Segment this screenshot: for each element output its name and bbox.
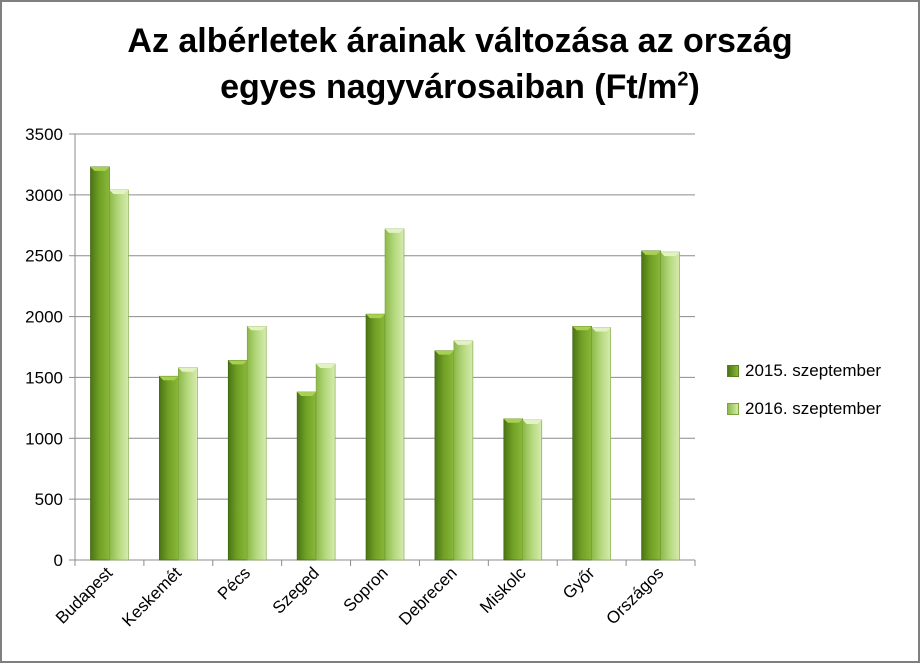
bar-2016 — [591, 327, 611, 561]
bar-2016 — [246, 326, 267, 561]
bar-cap — [453, 340, 473, 345]
bar-cap — [366, 314, 385, 319]
bar-body — [246, 326, 267, 561]
bar-cap — [591, 327, 611, 332]
chart-title-line2-end: ) — [688, 68, 700, 106]
x-tick-label: Keskemét — [118, 563, 185, 630]
y-tick-label: 2500 — [25, 247, 63, 266]
bar-cap — [178, 367, 198, 372]
x-tick-label: Sopron — [340, 563, 392, 615]
bar-2015 — [159, 375, 179, 561]
bars — [90, 166, 680, 561]
bar-body — [159, 375, 179, 561]
bar-cap — [316, 364, 336, 369]
bar-2015 — [365, 313, 386, 561]
y-tick-label: 500 — [35, 490, 63, 509]
chart-title-line1: Az albérletek árainak változása az orszá… — [127, 22, 793, 60]
bar-body — [503, 418, 524, 561]
bar-2015 — [503, 418, 524, 561]
bar-cap — [247, 326, 267, 331]
y-tick-label: 1500 — [25, 368, 63, 387]
bar-cap — [385, 228, 404, 233]
bar-2016 — [522, 419, 543, 561]
y-tick-label: 1000 — [25, 429, 63, 448]
bar-body — [434, 350, 455, 561]
bar-cap — [228, 360, 248, 365]
legend-label-2016: 2016. szeptember — [745, 399, 882, 418]
bar-body — [365, 313, 386, 561]
chart-title: Az albérletek árainak változása az orszá… — [0, 18, 920, 110]
bar-cap — [109, 189, 129, 194]
bar-body — [660, 251, 680, 561]
chart-title-line2: egyes nagyvárosaiban (Ft/m2) — [0, 64, 920, 110]
bar-body — [453, 340, 474, 561]
bar-2016 — [384, 228, 405, 561]
bar-2015 — [90, 166, 110, 561]
y-tick-label: 3000 — [25, 186, 63, 205]
x-tick-label: Debrecen — [395, 563, 461, 629]
y-tick-label: 2000 — [25, 308, 63, 327]
bar-2016 — [109, 189, 129, 561]
chart-title-line2-text: egyes nagyvárosaiban (Ft/m — [220, 68, 678, 106]
bar-body — [90, 166, 110, 561]
x-tick-labels: Budapest Keskemét Pécs Szeged Sopron Debrecen… — [52, 563, 667, 630]
legend-label-2015: 2015. szeptember — [745, 361, 882, 380]
bar-body — [591, 327, 611, 561]
bar-cap — [660, 252, 680, 257]
bar-cap — [297, 392, 317, 397]
bar-cap — [572, 326, 592, 331]
x-tick-label: Miskolc — [476, 563, 530, 617]
bar-2015 — [572, 326, 592, 561]
legend-item-2015: 2015. szeptember — [727, 352, 881, 390]
bar-body — [522, 419, 543, 561]
bar-body — [109, 189, 129, 561]
legend-swatch-2015 — [727, 365, 739, 377]
bar-cap — [641, 250, 661, 255]
chart-title-superscript: 2 — [677, 68, 689, 91]
x-tick-label: Szeged — [269, 563, 323, 617]
bar-2015 — [434, 350, 455, 561]
bar-body — [296, 391, 317, 561]
y-tick-labels: 0 500 1000 1500 2000 2500 3000 3500 — [25, 125, 63, 570]
legend-item-2016: 2016. szeptember — [727, 390, 881, 428]
bar-2016 — [178, 367, 198, 561]
legend: 2015. szeptember 2016. szeptember — [727, 352, 881, 428]
x-tick-label: Országos — [603, 563, 668, 628]
bar-body — [178, 367, 198, 561]
bar-body — [641, 250, 661, 561]
bar-cap — [90, 166, 110, 171]
bar-2015 — [641, 250, 661, 561]
bar-2016 — [660, 251, 680, 561]
y-tick-label: 3500 — [25, 125, 63, 144]
x-tick-label: Budapest — [52, 563, 116, 627]
x-tick-label: Győr — [559, 563, 599, 603]
bar-2016 — [453, 340, 474, 561]
bar-body — [227, 360, 248, 561]
legend-swatch-2016 — [727, 403, 739, 415]
bar-body — [572, 326, 592, 561]
bar-body — [315, 363, 336, 561]
bar-2015 — [227, 360, 248, 561]
bar-2016 — [315, 363, 336, 561]
bar-cap — [522, 420, 542, 425]
y-tick-label: 0 — [54, 551, 63, 570]
bar-body — [384, 228, 405, 561]
bar-cap — [503, 418, 523, 423]
bar-2015 — [296, 391, 317, 561]
x-tick-label: Pécs — [214, 563, 254, 603]
bar-cap — [434, 350, 454, 355]
bar-cap — [159, 376, 179, 381]
